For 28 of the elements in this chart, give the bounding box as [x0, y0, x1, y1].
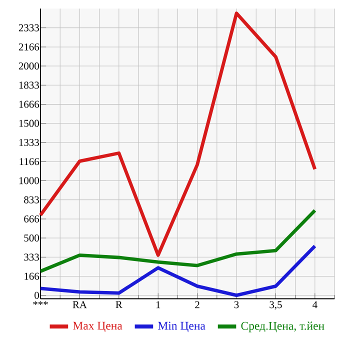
y-tick-label: 1500: [19, 120, 39, 127]
legend-label: Max Цена: [72, 322, 122, 332]
y-tick-label: 0: [34, 292, 39, 299]
x-tick-label: R: [116, 301, 122, 308]
x-tick-label: RA: [72, 301, 87, 308]
y-tick-label: 1333: [19, 138, 39, 146]
y-tick-label: 166: [24, 272, 39, 280]
x-tick-label: 1: [156, 301, 160, 308]
y-tick-label: 1666: [19, 100, 39, 108]
legend-label: Сред.Цена, т.йен: [241, 322, 324, 332]
y-tick-label: 2000: [18, 62, 39, 70]
line-series: [38, 208, 316, 273]
y-tick-label: 1833: [19, 82, 39, 89]
line-series: [38, 12, 316, 257]
x-tick-label: ***: [32, 301, 48, 306]
legend-label: Min Цена: [158, 322, 206, 332]
y-tick-label: 1000: [19, 177, 39, 184]
y-tick-label: 666: [24, 215, 39, 222]
y-tick-label: 2166: [18, 43, 39, 50]
y-tick-label: 1166: [20, 158, 39, 166]
y-tick-label: 2333: [18, 24, 39, 32]
y-tick-label: 500: [24, 234, 39, 242]
x-tick-label: 3: [234, 301, 239, 308]
x-tick-label: 4: [312, 301, 318, 308]
x-tick-label: 3,5: [269, 301, 282, 310]
y-tick-label: 833: [24, 196, 39, 204]
y-tick-label: 333: [24, 254, 39, 261]
x-tick-label: 2: [194, 301, 200, 308]
